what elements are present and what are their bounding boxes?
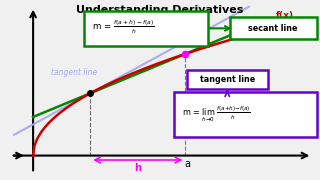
FancyBboxPatch shape bbox=[230, 17, 317, 39]
Text: f(x): f(x) bbox=[276, 11, 294, 20]
FancyBboxPatch shape bbox=[174, 92, 317, 137]
Text: secant line: secant line bbox=[249, 24, 298, 33]
FancyBboxPatch shape bbox=[84, 11, 208, 46]
Text: m = $\frac{f(a + h) - f(a)}{h}$: m = $\frac{f(a + h) - f(a)}{h}$ bbox=[92, 19, 155, 36]
Text: h: h bbox=[134, 163, 141, 173]
Text: Understanding Derivatives: Understanding Derivatives bbox=[76, 5, 244, 15]
Text: tangent line: tangent line bbox=[51, 68, 97, 77]
Text: tangent line: tangent line bbox=[200, 75, 255, 84]
FancyBboxPatch shape bbox=[187, 70, 268, 89]
Text: m = $\lim_{h \to 0}\ \frac{f(a + h) - f(a)}{h}$: m = $\lim_{h \to 0}\ \frac{f(a + h) - f(… bbox=[181, 105, 251, 124]
Text: a: a bbox=[184, 159, 190, 169]
